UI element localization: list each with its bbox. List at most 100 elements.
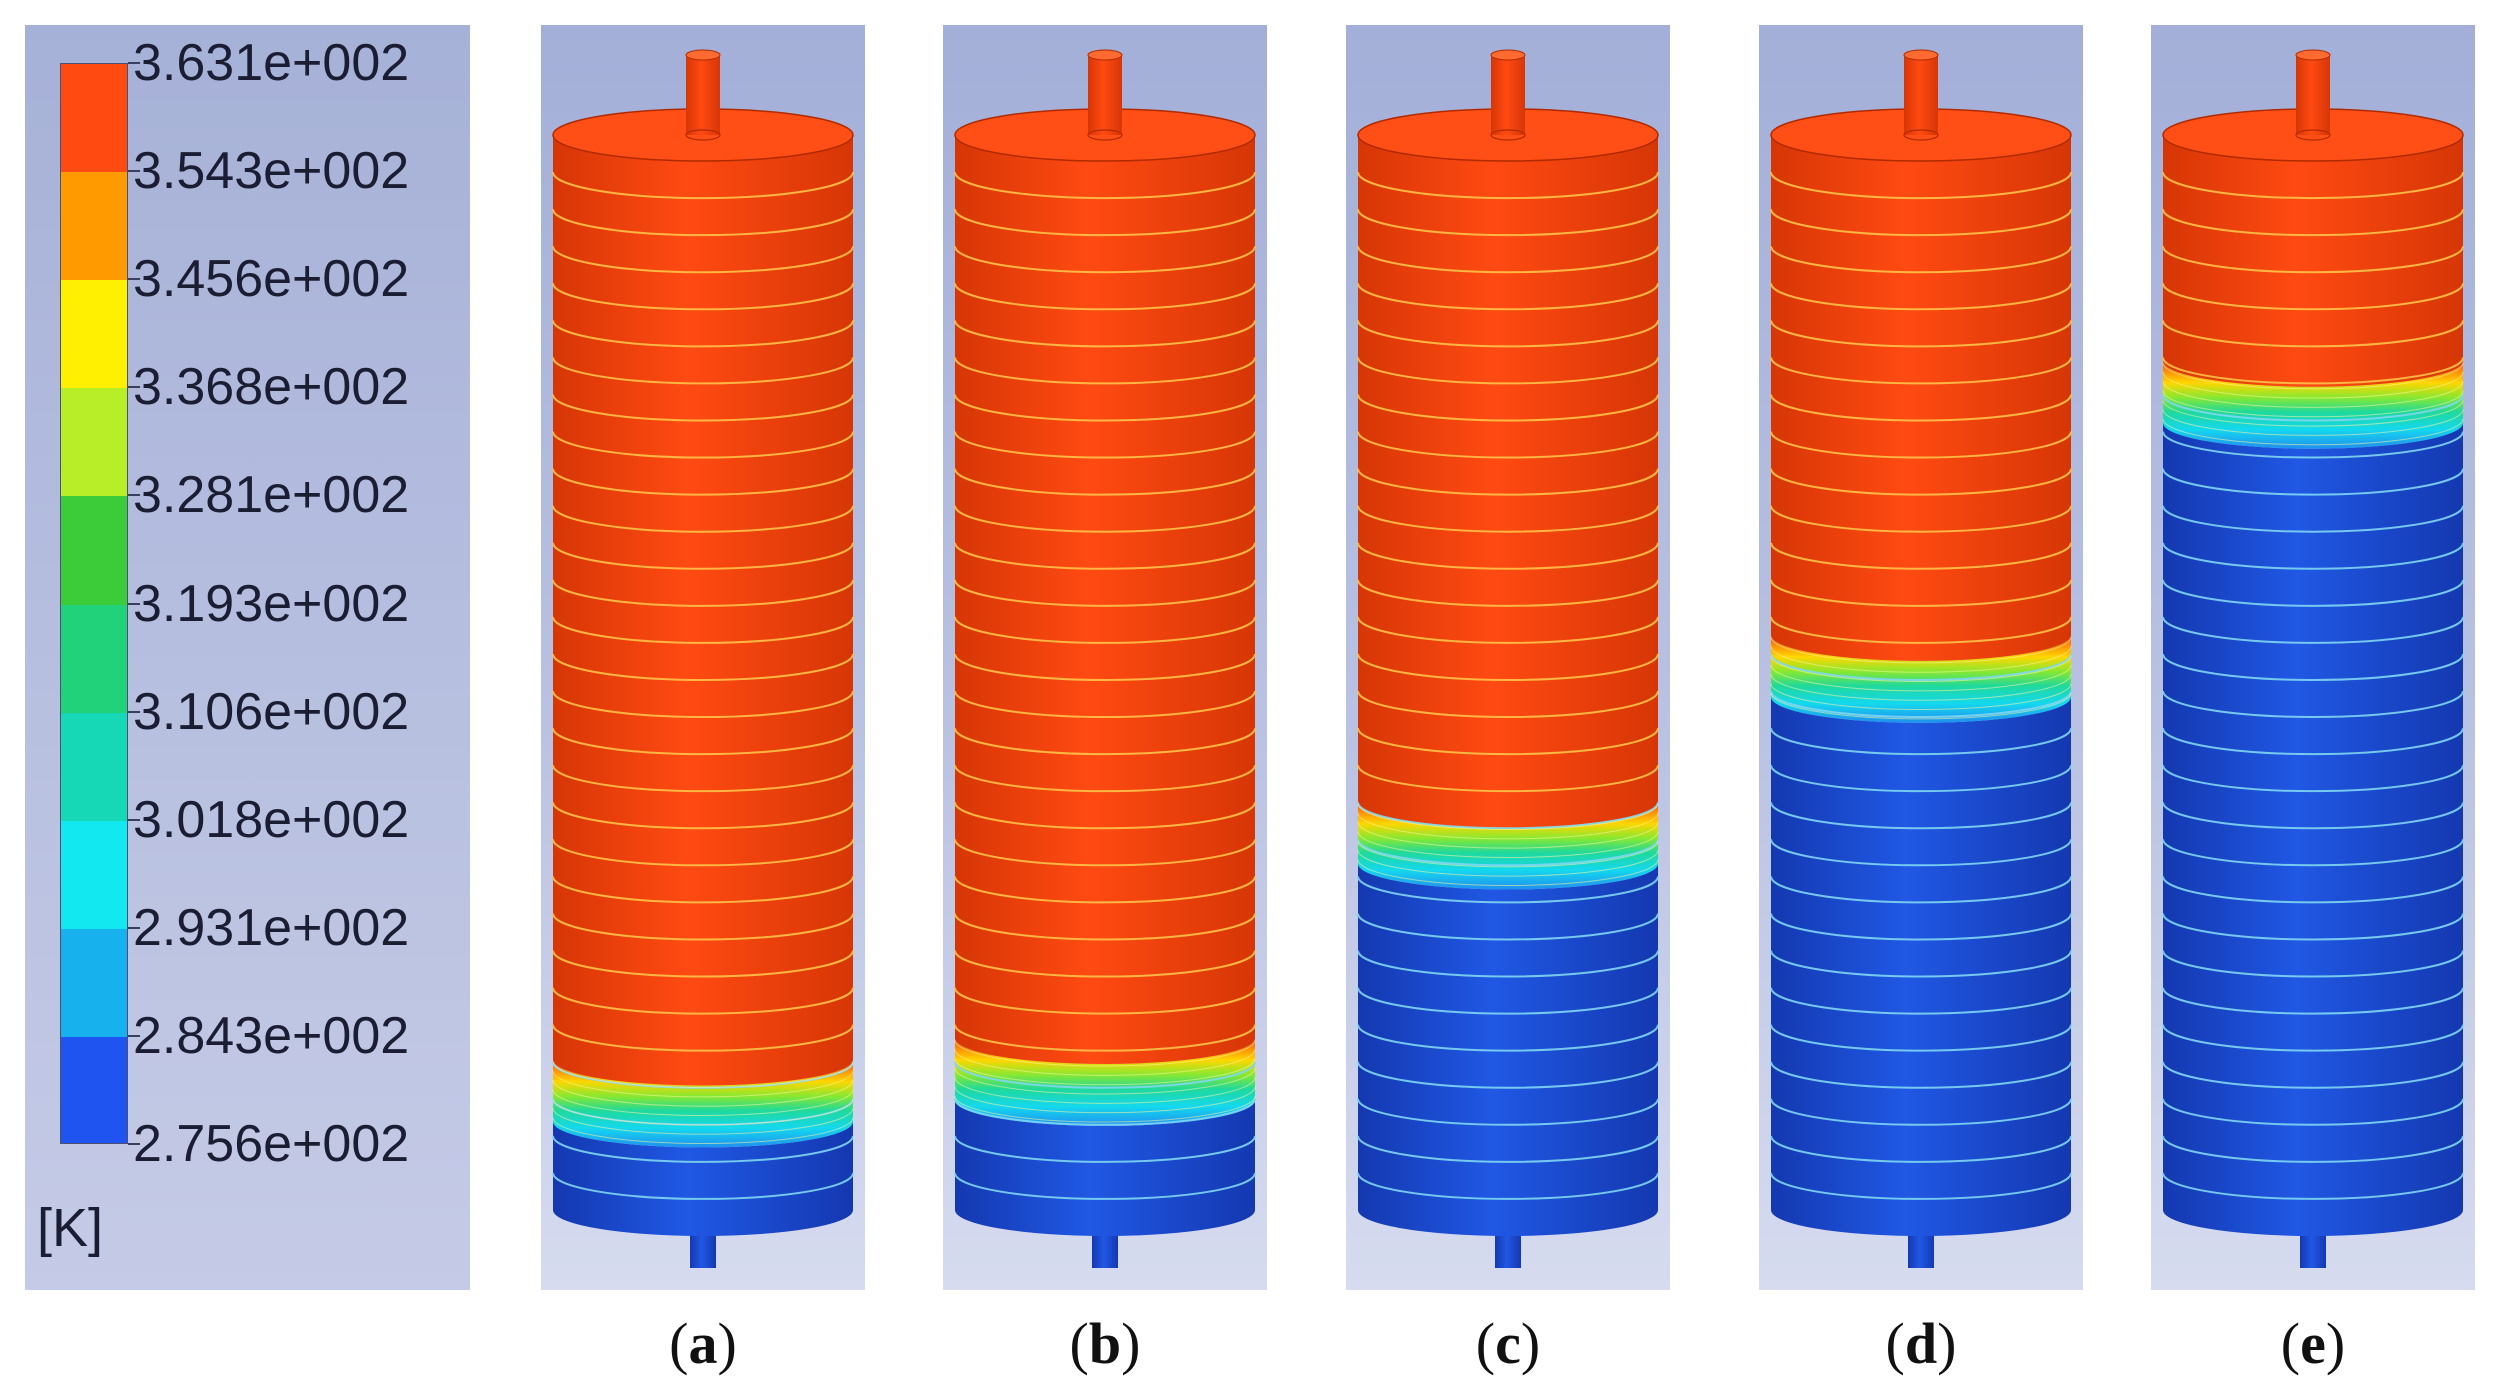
legend-band (61, 280, 127, 390)
legend-band (61, 64, 127, 174)
hot-zone (955, 135, 1255, 1064)
panel-letter: c (1495, 1311, 1521, 1376)
layer-ring (2162, 320, 2464, 348)
layer-ring (954, 320, 1256, 348)
cylinder-svg (1357, 49, 1659, 1268)
layer-ring (552, 653, 854, 681)
panel-caption-d: (d) (1885, 1311, 1957, 1376)
inlet-pipe (2296, 55, 2330, 135)
thermocline-contour (1770, 692, 2072, 720)
layer-ring (2162, 1135, 2464, 1163)
legend-tick (128, 494, 140, 497)
legend-tick (128, 170, 140, 173)
thermocline-contour (1770, 636, 2072, 664)
layer-ring (1770, 913, 2072, 941)
layer-ring (552, 727, 854, 756)
legend-tick-label: 3.281e+002 (133, 466, 410, 525)
layer-ring (2162, 468, 2464, 496)
inlet-pipe (1491, 55, 1525, 135)
layer-ring (1770, 1024, 2072, 1052)
thermocline-contour (1357, 803, 1659, 830)
legend-tick (128, 710, 140, 713)
cylinder-svg (1770, 49, 2072, 1268)
cold-zone (1771, 696, 2071, 1236)
layer-ring (1357, 579, 1659, 607)
layer-ring (552, 468, 854, 496)
layer-ring (954, 876, 1256, 904)
thermocline-contour (954, 1077, 1256, 1104)
legend-tick-label: 3.106e+002 (133, 682, 410, 741)
thermocline-contour (552, 1070, 854, 1098)
layer-ring (954, 468, 1256, 496)
layer-ring (1357, 320, 1659, 348)
layer-ring (2162, 765, 2464, 793)
layer-ring (552, 802, 854, 830)
thermocline-zone (553, 1059, 853, 1148)
layer-ring (2162, 727, 2464, 756)
legend-tick-label: 2.931e+002 (133, 898, 410, 957)
legend-tick-label: 3.631e+002 (133, 34, 410, 92)
layer-ring (1357, 468, 1659, 496)
layer-ring (1357, 1172, 1659, 1200)
layer-ring (954, 542, 1256, 570)
layer-ring (1770, 171, 2072, 200)
panel-caption-e: (e) (2280, 1311, 2346, 1376)
thermocline-contour (1357, 831, 1659, 858)
thermocline-contour (954, 1039, 1256, 1067)
layer-ring (954, 1172, 1256, 1200)
thermocline-contour (1357, 850, 1659, 877)
layer-ring (552, 394, 854, 422)
thermocline-zone (2163, 360, 2463, 449)
layer-ring (1770, 616, 2072, 644)
legend-tick-label: 2.756e+002 (133, 1115, 410, 1173)
layer-ring (954, 431, 1256, 459)
legend-tick (128, 386, 140, 389)
layer-ring (2162, 950, 2464, 978)
layer-ring (1357, 505, 1659, 533)
layer-ring (1770, 987, 2072, 1015)
layer-ring (954, 246, 1256, 274)
layer-ring (1357, 394, 1659, 422)
layer-ring (552, 987, 854, 1015)
layer-ring (552, 950, 854, 978)
thermocline-contour (1357, 812, 1659, 840)
layer-ring (1357, 839, 1659, 867)
layer-ring (552, 579, 854, 607)
layer-ring (1770, 876, 2072, 904)
layer-ring (552, 505, 854, 533)
inlet-pipe-top (685, 49, 721, 61)
cylinder-panel-a (541, 25, 865, 1290)
thermocline-contour (1357, 840, 1659, 868)
layer-ring (1770, 579, 2072, 607)
layer-ring (954, 1061, 1256, 1089)
layer-ring (2162, 987, 2464, 1015)
layer-ring (1770, 1135, 2072, 1163)
panel-caption-c: (c) (1475, 1311, 1541, 1376)
hot-zone (553, 135, 853, 1086)
thermocline-contour (1770, 674, 2072, 701)
thermocline-contour (954, 1086, 1256, 1114)
layer-ring (954, 653, 1256, 681)
layer-ring (954, 727, 1256, 756)
thermocline-contour (2162, 381, 2464, 408)
layer-ring (954, 394, 1256, 422)
legend-tick (128, 1034, 140, 1037)
layer-ring (1770, 690, 2072, 719)
layer-ring (1357, 727, 1659, 756)
layer-ring (1770, 950, 2072, 978)
legend-tick-label: 3.456e+002 (133, 250, 410, 309)
layer-ring (552, 690, 854, 719)
cylinder-svg (2162, 49, 2464, 1268)
layer-ring (1770, 357, 2072, 385)
layer-ring (1357, 431, 1659, 459)
thermocline-contour (552, 1117, 854, 1144)
layer-ring (954, 950, 1256, 978)
thermocline-contour (954, 1095, 1256, 1123)
layer-ring (954, 1098, 1256, 1126)
layer-ring (2162, 246, 2464, 274)
inlet-pipe (686, 55, 720, 135)
inlet-pipe-base (2295, 129, 2331, 141)
layer-ring (552, 1135, 854, 1163)
layer-ring (1357, 1024, 1659, 1052)
layer-ring (1357, 171, 1659, 200)
